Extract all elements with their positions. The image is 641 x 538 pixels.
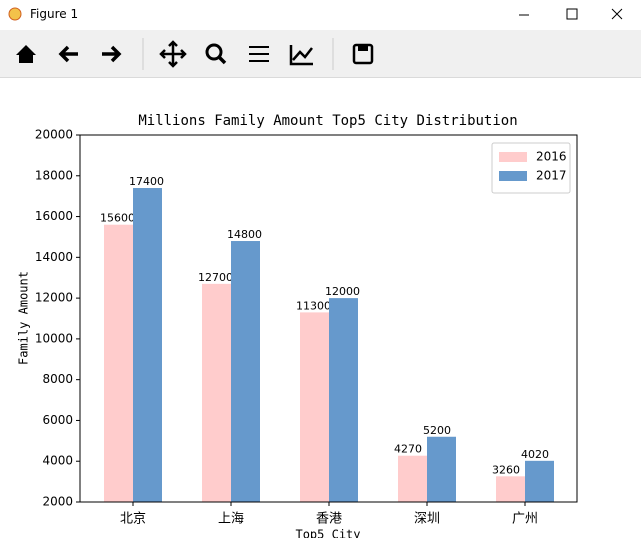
back-button[interactable] xyxy=(58,45,78,63)
y-tick-label: 16000 xyxy=(35,209,73,223)
legend-label: 2016 xyxy=(536,150,567,164)
x-tick-label: 北京 xyxy=(120,512,146,527)
x-axis-label: Top5 City xyxy=(295,528,360,538)
bar xyxy=(202,283,231,502)
zoom-button[interactable] xyxy=(205,43,223,61)
home-button[interactable] xyxy=(16,45,36,63)
legend-swatch xyxy=(499,171,527,181)
y-tick-label: 8000 xyxy=(42,372,73,386)
title-bar-icons xyxy=(8,7,623,21)
value-label: 3260 xyxy=(492,463,520,476)
maximize-button[interactable] xyxy=(566,8,578,20)
x-tick-label: 香港 xyxy=(316,512,342,527)
edit-button[interactable] xyxy=(289,45,313,66)
value-label: 4020 xyxy=(521,448,549,461)
y-tick-label: 14000 xyxy=(35,250,73,264)
title-bar: Figure 1 xyxy=(0,0,641,30)
chart-title: Millions Family Amount Top5 City Distrib… xyxy=(138,113,517,129)
chart: Millions Family Amount Top5 City Distrib… xyxy=(17,113,578,538)
bar xyxy=(300,312,329,502)
app-icon xyxy=(8,7,22,21)
forward-button[interactable] xyxy=(102,45,122,63)
window-title: Figure 1 xyxy=(30,7,79,21)
y-tick-label: 10000 xyxy=(35,331,73,345)
bar xyxy=(427,436,456,502)
y-axis-label: Family Amount xyxy=(17,271,31,365)
value-label: 17400 xyxy=(129,175,164,188)
value-label: 4270 xyxy=(394,443,422,456)
x-tick-label: 上海 xyxy=(218,512,244,527)
toolbar xyxy=(0,30,641,78)
x-tick-label: 深圳 xyxy=(414,512,440,527)
x-tick-label: 广州 xyxy=(512,512,538,527)
bar xyxy=(329,298,358,502)
close-button[interactable] xyxy=(611,8,623,20)
bar xyxy=(231,241,260,502)
bar xyxy=(133,188,162,502)
bar xyxy=(104,224,133,502)
y-tick-label: 2000 xyxy=(42,495,73,509)
bar xyxy=(398,455,427,502)
pan-button[interactable] xyxy=(159,40,187,68)
y-tick-label: 4000 xyxy=(42,454,73,468)
toolbar-icons xyxy=(16,38,374,70)
legend-label: 2017 xyxy=(536,169,567,183)
zoom-handle xyxy=(217,55,227,65)
y-tick-label: 20000 xyxy=(35,128,73,142)
y-tick-label: 12000 xyxy=(35,291,73,305)
value-label: 14800 xyxy=(227,228,262,241)
configure-button[interactable] xyxy=(249,46,269,62)
bar xyxy=(525,460,554,502)
save-icon-part xyxy=(358,45,368,51)
value-label: 12000 xyxy=(325,285,360,298)
value-label: 15600 xyxy=(100,212,135,225)
legend-swatch xyxy=(499,152,527,162)
value-label: 5200 xyxy=(423,424,451,437)
bar xyxy=(496,476,525,502)
y-tick-label: 6000 xyxy=(42,413,73,427)
y-tick-label: 18000 xyxy=(35,168,73,182)
value-label: 11300 xyxy=(296,299,331,312)
plot-frame xyxy=(79,134,578,503)
value-label: 12700 xyxy=(198,271,233,284)
